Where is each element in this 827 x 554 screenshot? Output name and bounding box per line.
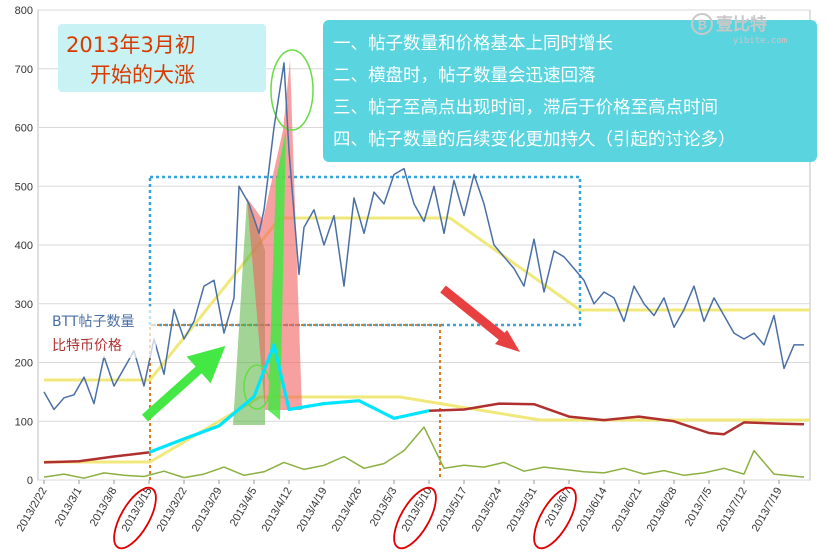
x-tick-label: 2013/3/29 [190, 486, 225, 534]
bitcoin-logo-icon [691, 13, 713, 35]
note-line-4: 四、帖子数量的后续变化更加持久（引起的讨论多） [333, 130, 736, 150]
watermark-domain: yibite.com [733, 36, 787, 46]
x-tick-label: 2013/4/26 [330, 486, 365, 534]
x-tick-label: 2013/4/19 [295, 486, 330, 534]
legend: BTT帖子数量 比特币价格 [48, 306, 156, 358]
watermark: ₿ 壹比特 yibite.com [691, 13, 787, 46]
y-axis: 0 100 200 300 400 500 600 700 800 [15, 5, 33, 487]
x-tick-label: 2013/5/24 [470, 486, 505, 534]
notes-box: 一、帖子数量和价格基本上同时增长 二、横盘时，帖子数量会迅速回落 三、帖子至高点… [323, 20, 817, 162]
red-arrow-head [495, 330, 520, 352]
x-tick-label: 2013/3/22 [155, 486, 190, 534]
y-tick-label: 800 [15, 5, 33, 17]
posts-line [43, 62, 804, 411]
x-tick-label: 2013/7/12 [715, 486, 750, 534]
callout-box: 2013年3月初 开始的大涨 [58, 24, 266, 92]
x-tick-label: 2013/3/8 [88, 486, 120, 529]
y-tick-label: 100 [15, 416, 33, 428]
y-tick-label: 200 [15, 358, 33, 370]
x-axis: 2013/2/22 2013/3/1 2013/3/8 2013/3/15 2013/3… [15, 480, 785, 550]
x-tick-label: 2013/5/31 [505, 486, 540, 534]
green-arrow [141, 345, 226, 422]
x-tick-label: 2013/6/21 [610, 486, 645, 534]
series-layer [43, 62, 805, 479]
watermark-brand: 壹比特 [716, 14, 767, 35]
y-tick-label: 700 [15, 64, 33, 76]
y-tick-label: 400 [15, 240, 33, 252]
x-tick-label: 2013/7/5 [683, 486, 715, 529]
tick-highlight-ellipse [113, 486, 157, 550]
x-tick-label: 2013/6/28 [645, 486, 680, 534]
red-arrow [440, 285, 513, 347]
note-line-2: 二、横盘时，帖子数量会迅速回落 [333, 66, 596, 86]
x-tick-label: 2013/6/14 [575, 486, 610, 534]
x-tick-label: 2013/5/3 [368, 486, 400, 529]
price-peak-ellipse [243, 364, 271, 410]
x-tick-label: 2013/4/5 [228, 486, 260, 529]
price-trend-line [44, 395, 810, 464]
note-line-1: 一、帖子数量和价格基本上同时增长 [333, 34, 613, 54]
tick-highlight-ellipse [393, 486, 437, 550]
note-line-3: 三、帖子至高点出现时间，滞后于价格至高点时间 [333, 98, 718, 118]
y-tick-label: 300 [15, 299, 33, 311]
y-tick-label: 600 [15, 123, 33, 135]
tick-highlight-ellipse [533, 486, 577, 550]
volume-line [43, 426, 805, 479]
svg-text:₿: ₿ [697, 18, 707, 32]
callout-line-1: 2013年3月初 [66, 33, 196, 57]
x-tick-label: 2013/4/12 [260, 486, 295, 534]
x-tick-label: 2013/5/17 [435, 486, 470, 534]
price-highlight-line [148, 343, 430, 454]
arrow-layer [141, 285, 520, 422]
peak-ellipse [270, 49, 314, 131]
y-tick-label: 0 [27, 475, 33, 487]
y-tick-label: 500 [15, 181, 33, 193]
x-tick-label: 2013/2/22 [15, 486, 50, 534]
x-tick-label: 2013/3/1 [53, 486, 85, 529]
x-tick-label: 2013/7/19 [750, 486, 785, 534]
callout-line-2: 开始的大涨 [90, 63, 195, 87]
legend-posts: BTT帖子数量 [52, 314, 134, 330]
plateau-dotted-box [148, 175, 582, 327]
legend-price: 比特币价格 [52, 338, 122, 354]
posts-trend-line [44, 216, 810, 382]
